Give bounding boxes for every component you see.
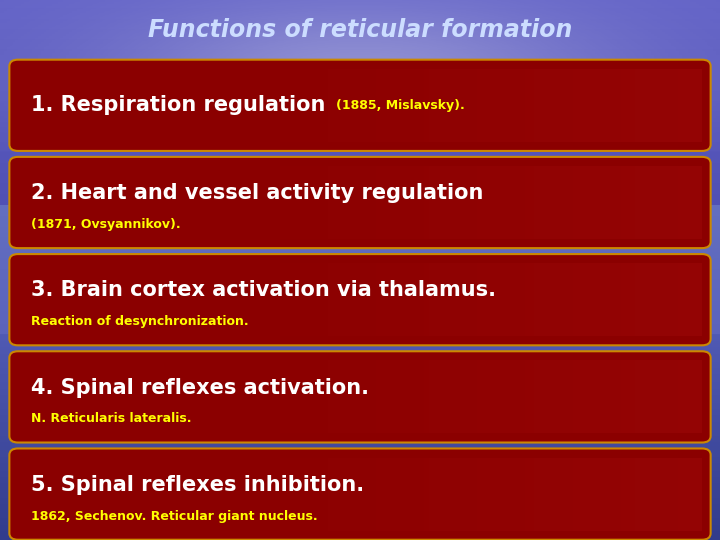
Text: (1885, Mislavsky).: (1885, Mislavsky). xyxy=(336,99,465,112)
Text: 5. Spinal reflexes inhibition.: 5. Spinal reflexes inhibition. xyxy=(31,475,364,495)
Text: (1871, Ovsyannikov).: (1871, Ovsyannikov). xyxy=(31,218,181,231)
Text: Reaction of desynchronization.: Reaction of desynchronization. xyxy=(31,315,248,328)
Text: 4. Spinal reflexes activation.: 4. Spinal reflexes activation. xyxy=(31,377,369,397)
FancyBboxPatch shape xyxy=(9,352,711,443)
Text: 1862, Sechenov. Reticular giant nucleus.: 1862, Sechenov. Reticular giant nucleus. xyxy=(31,510,318,523)
Text: 2. Heart and vessel activity regulation: 2. Heart and vessel activity regulation xyxy=(31,183,483,203)
FancyBboxPatch shape xyxy=(9,448,711,540)
FancyBboxPatch shape xyxy=(9,60,711,151)
Text: 1. Respiration regulation: 1. Respiration regulation xyxy=(31,95,333,116)
Text: N. Reticularis lateralis.: N. Reticularis lateralis. xyxy=(31,413,192,426)
FancyBboxPatch shape xyxy=(9,254,711,346)
Text: 3. Brain cortex activation via thalamus.: 3. Brain cortex activation via thalamus. xyxy=(31,280,496,300)
Text: Functions of reticular formation: Functions of reticular formation xyxy=(148,18,572,42)
FancyBboxPatch shape xyxy=(9,157,711,248)
